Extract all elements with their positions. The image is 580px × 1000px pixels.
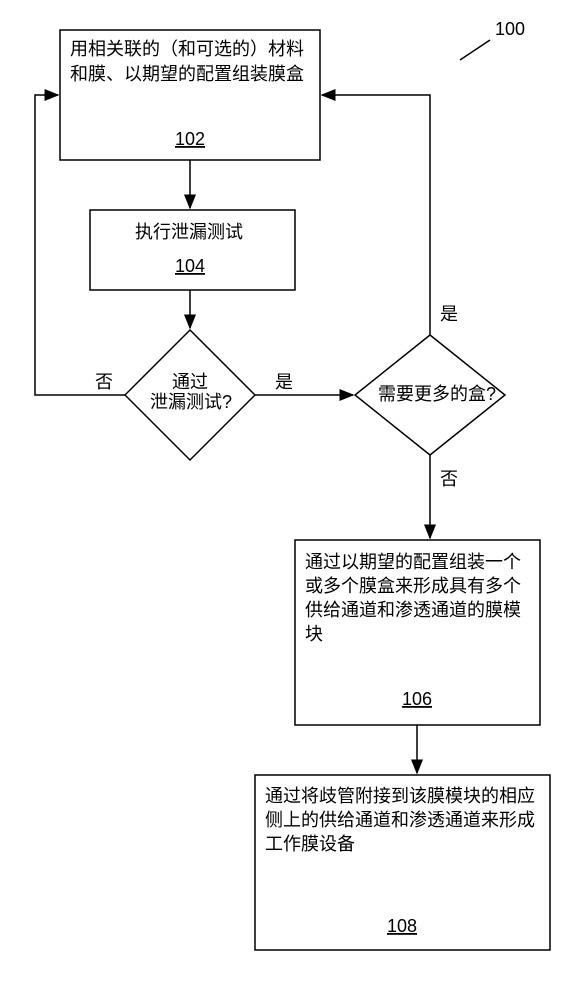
decision-1-line1: 通过: [172, 372, 208, 392]
step-102-ref: 102: [175, 129, 205, 149]
decision-1-line2: 泄漏测试?: [150, 392, 232, 412]
step-106-line4: 块: [305, 624, 323, 644]
step-104-line1: 执行泄漏测试: [135, 222, 243, 242]
step-108-line1: 通过将歧管附接到该膜模块的相应: [265, 786, 535, 806]
step-106-line3: 供给通道和渗透通道的膜模: [305, 600, 521, 620]
step-102-line1: 用相关联的（和可选的）材料: [70, 39, 304, 59]
step-106-line1: 通过以期望的配置组装一个: [305, 552, 521, 572]
step-106-ref: 106: [402, 689, 432, 709]
label-d2-no: 否: [440, 469, 458, 489]
step-102-line2: 和膜、以期望的配置组装膜盒: [70, 64, 304, 84]
arrow-d2-yes: [322, 95, 430, 335]
figure-label: 100: [495, 19, 525, 39]
step-108-ref: 108: [387, 916, 417, 936]
step-108-line3: 工作膜设备: [265, 834, 355, 854]
label-d1-yes: 是: [275, 372, 293, 392]
step-104-ref: 104: [175, 256, 205, 276]
label-d1-no: 否: [95, 372, 113, 392]
decision-2-line1: 需要更多的盒?: [378, 384, 496, 404]
figure-label-leader: [460, 40, 490, 60]
label-d2-yes: 是: [440, 304, 458, 324]
step-108-line2: 侧上的供给通道和渗透通道来形成: [265, 810, 535, 830]
step-106-line2: 或多个膜盒来形成具有多个: [305, 576, 521, 596]
